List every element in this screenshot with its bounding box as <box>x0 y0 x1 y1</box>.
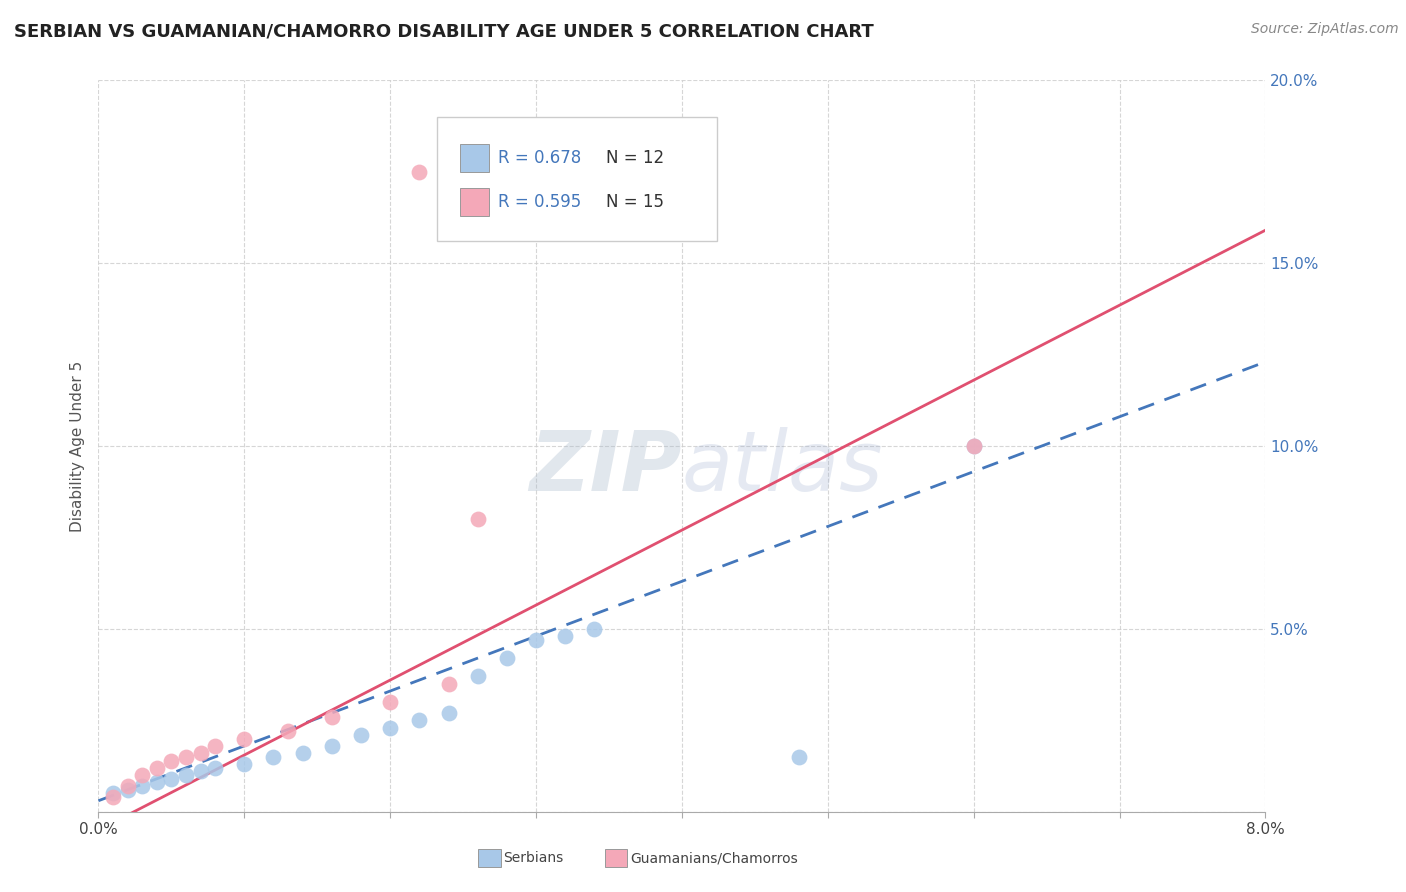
Point <box>408 164 430 178</box>
Point <box>787 749 810 764</box>
Point <box>554 629 576 643</box>
Point <box>101 790 124 805</box>
Point <box>962 439 984 453</box>
Point <box>146 761 169 775</box>
Point <box>131 768 153 782</box>
Point <box>174 749 197 764</box>
Point <box>160 772 183 786</box>
Point <box>467 512 489 526</box>
Text: atlas: atlas <box>682 427 883 508</box>
Bar <box>460 144 489 171</box>
Text: Serbians: Serbians <box>503 851 564 865</box>
Point <box>204 739 226 753</box>
Point <box>101 787 124 801</box>
Point <box>277 724 299 739</box>
Point <box>321 739 343 753</box>
Text: ZIP: ZIP <box>529 427 682 508</box>
Point <box>350 728 373 742</box>
Point <box>408 714 430 728</box>
Point <box>554 164 576 178</box>
Text: R = 0.678: R = 0.678 <box>498 149 581 167</box>
FancyBboxPatch shape <box>437 117 717 241</box>
Point <box>962 439 984 453</box>
Text: N = 15: N = 15 <box>606 193 664 211</box>
Text: Guamanians/Chamorros: Guamanians/Chamorros <box>630 851 797 865</box>
Point <box>262 749 284 764</box>
Point <box>437 706 460 720</box>
Point <box>583 622 606 636</box>
Point <box>437 676 460 690</box>
Bar <box>460 188 489 216</box>
Point <box>291 746 314 760</box>
Point <box>160 754 183 768</box>
Text: N = 12: N = 12 <box>606 149 664 167</box>
Point <box>321 709 343 723</box>
Point <box>190 746 212 760</box>
Point <box>467 669 489 683</box>
Point <box>496 651 519 665</box>
Point <box>131 779 153 793</box>
Point <box>233 731 256 746</box>
Point <box>233 757 256 772</box>
Point <box>174 768 197 782</box>
Y-axis label: Disability Age Under 5: Disability Age Under 5 <box>69 360 84 532</box>
Point <box>380 695 402 709</box>
Point <box>117 782 139 797</box>
Point <box>190 764 212 779</box>
Text: SERBIAN VS GUAMANIAN/CHAMORRO DISABILITY AGE UNDER 5 CORRELATION CHART: SERBIAN VS GUAMANIAN/CHAMORRO DISABILITY… <box>14 22 873 40</box>
Text: Source: ZipAtlas.com: Source: ZipAtlas.com <box>1251 22 1399 37</box>
Point <box>117 779 139 793</box>
Text: R = 0.595: R = 0.595 <box>498 193 581 211</box>
Point <box>380 721 402 735</box>
Point <box>146 775 169 789</box>
Point <box>204 761 226 775</box>
Point <box>524 632 547 647</box>
